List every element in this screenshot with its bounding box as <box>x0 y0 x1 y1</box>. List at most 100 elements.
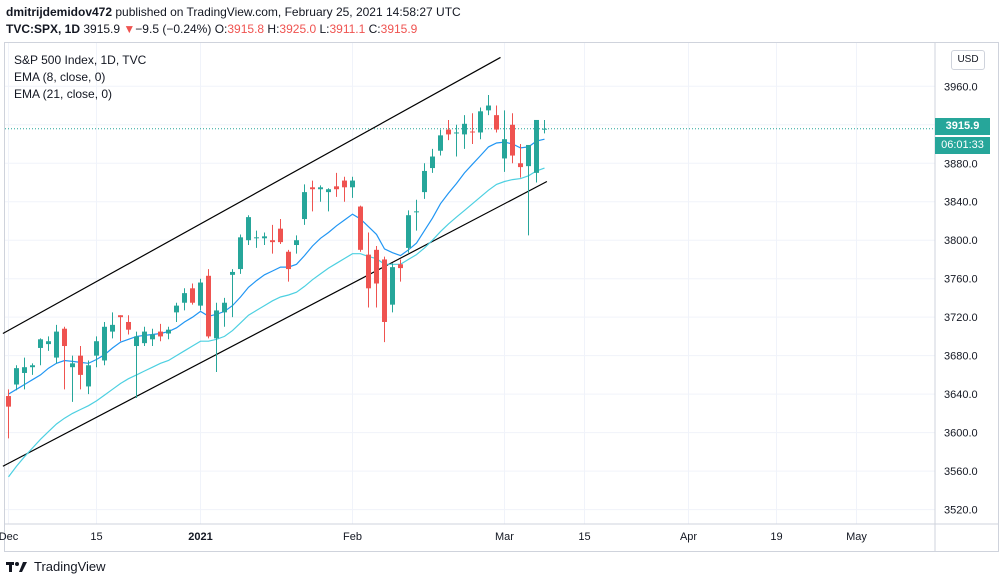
candle-body <box>294 240 299 246</box>
y-tick-label: 3560.0 <box>944 466 978 478</box>
candle-body <box>142 331 147 344</box>
candle-body <box>358 206 363 250</box>
change-down-icon: ▼ <box>123 22 136 36</box>
trend-channel-line <box>2 56 501 335</box>
close-label: C: <box>368 22 381 36</box>
y-tick-label: 3640.0 <box>944 389 978 401</box>
x-tick-label: 15 <box>90 531 102 543</box>
candle-body <box>414 211 419 213</box>
candle-body <box>478 111 483 133</box>
candle-body <box>526 144 531 167</box>
low-label: L: <box>319 22 330 36</box>
candle-body <box>318 187 323 190</box>
candle-body <box>198 282 203 306</box>
countdown-badge: 06:01:33 <box>935 137 990 154</box>
candle-body <box>470 131 475 133</box>
candle-body <box>486 105 491 111</box>
candle-body <box>350 180 355 188</box>
open-value: 3915.8 <box>227 22 265 36</box>
candle-body <box>366 254 371 289</box>
candle-body <box>190 288 195 303</box>
candle-body <box>390 267 395 305</box>
candle-body <box>246 217 251 241</box>
candle-body <box>118 315 123 318</box>
publish-info: dmitrijdemidov472 published on TradingVi… <box>6 5 461 19</box>
last-price-badge: 3915.9 <box>935 118 990 135</box>
symbol-label: TVC:SPX, 1D <box>6 22 81 36</box>
candle-body <box>46 341 51 345</box>
x-tick-label: Apr <box>680 531 697 543</box>
candle-body <box>334 186 339 190</box>
candle-body <box>518 163 523 168</box>
candle-body <box>326 189 331 193</box>
candle-body <box>182 293 187 303</box>
candle-body <box>30 365 35 368</box>
candle-body <box>310 187 315 190</box>
candle-body <box>510 124 515 156</box>
candle-body <box>86 365 91 387</box>
x-tick-label: 19 <box>770 531 782 543</box>
candle-body <box>342 180 347 188</box>
candle-body <box>222 302 227 313</box>
x-tick-label: Dec <box>0 531 19 543</box>
candle-body <box>262 236 267 239</box>
chart-frame <box>4 42 999 552</box>
candle-body <box>214 310 219 339</box>
candle-body <box>534 119 539 173</box>
candle-body <box>126 321 131 330</box>
candle-body <box>38 339 43 348</box>
candle-body <box>254 237 259 239</box>
close-value: 3915.9 <box>380 22 418 36</box>
legend-ema21[interactable]: EMA (21, close, 0) <box>14 87 113 101</box>
candle-body <box>110 324 115 332</box>
candle-body <box>6 396 11 407</box>
candle-body <box>270 240 275 243</box>
candle-body <box>134 336 139 347</box>
ema21-line <box>8 167 545 478</box>
candle-body <box>454 132 459 134</box>
ema8-line <box>8 138 545 395</box>
candle-body <box>158 331 163 337</box>
footer-brand[interactable]: TradingView <box>6 559 106 574</box>
candle-body <box>238 237 243 270</box>
legend-title[interactable]: S&P 500 Index, 1D, TVC <box>14 53 147 67</box>
candle-body <box>382 259 387 322</box>
trend-channel-line <box>2 180 548 467</box>
candle-body <box>102 326 107 361</box>
candle-body <box>14 368 19 385</box>
candle-body <box>502 139 507 159</box>
candle-body <box>166 329 171 334</box>
candle-body <box>494 115 499 130</box>
candle-body <box>398 264 403 269</box>
candle-body <box>278 228 283 243</box>
legend-ema8[interactable]: EMA (8, close, 0) <box>14 70 106 84</box>
y-tick-label: 3520.0 <box>944 505 978 517</box>
candle-body <box>438 135 443 151</box>
candle-body <box>230 271 235 275</box>
high-value: 3925.0 <box>279 22 317 36</box>
high-label: H: <box>267 22 280 36</box>
x-tick-label: Feb <box>343 531 362 543</box>
candle-body <box>446 129 451 135</box>
candle-body <box>62 328 67 347</box>
author-name[interactable]: dmitrijdemidov472 <box>6 5 113 19</box>
candle-body <box>406 215 411 248</box>
candle-body <box>150 334 155 340</box>
ohlc-header: TVC:SPX, 1D 3915.9 ▼−9.5 (−0.24%) O:3915… <box>6 22 417 36</box>
published-text: published on TradingView.com, February 2… <box>115 5 461 19</box>
candle-body <box>70 363 75 368</box>
candle-body <box>422 170 427 193</box>
y-tick-label: 3720.0 <box>944 312 978 324</box>
candle-body <box>22 367 27 373</box>
last-price: 3915.9 <box>83 22 121 36</box>
x-tick-label: May <box>846 531 867 543</box>
y-tick-label: 3840.0 <box>944 197 978 209</box>
y-tick-label: 3800.0 <box>944 235 978 247</box>
y-tick-label: 3760.0 <box>944 274 978 286</box>
candle-body <box>54 331 59 358</box>
candle-body <box>430 156 435 169</box>
low-value: 3911.1 <box>329 22 366 36</box>
candle-body <box>542 128 547 130</box>
currency-button[interactable]: USD <box>951 50 985 70</box>
